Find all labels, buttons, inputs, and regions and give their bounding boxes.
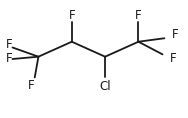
Text: F: F bbox=[170, 53, 177, 65]
Text: F: F bbox=[28, 79, 34, 92]
Text: F: F bbox=[135, 9, 142, 22]
Text: F: F bbox=[68, 9, 75, 22]
Text: F: F bbox=[5, 53, 12, 65]
Text: F: F bbox=[172, 28, 179, 41]
Text: F: F bbox=[5, 38, 12, 51]
Text: Cl: Cl bbox=[99, 80, 111, 93]
